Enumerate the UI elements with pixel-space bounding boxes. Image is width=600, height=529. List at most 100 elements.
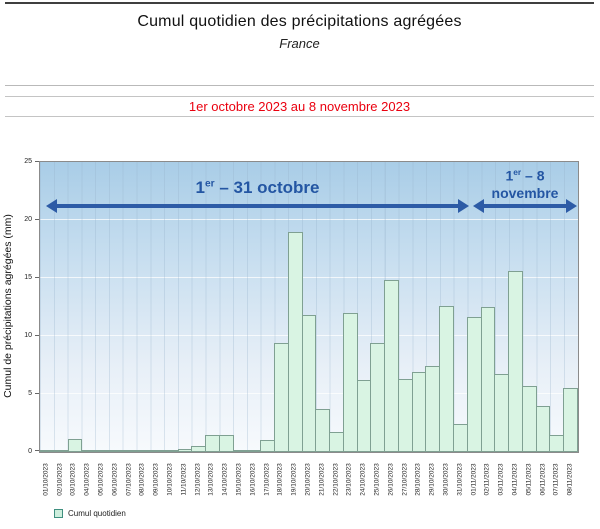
x-tick-label: 22/10/2023 [332, 463, 340, 496]
bar-02/10/2023 [53, 449, 69, 452]
x-tick-label: 02/11/2023 [483, 463, 491, 496]
bar-02/11/2023 [480, 307, 496, 452]
report-title: Cumul quotidien des précipitations agrég… [137, 13, 462, 30]
y-tick-label: 10 [24, 332, 32, 339]
bars-container [40, 162, 578, 452]
x-tick-label: 16/10/2023 [249, 463, 257, 496]
x-tick-label: 15/10/2023 [235, 463, 243, 496]
bar-05/11/2023 [521, 385, 537, 452]
arrow-right-head-icon [566, 199, 577, 213]
x-tick-label: 29/10/2023 [428, 463, 436, 496]
x-tick-label: 03/10/2023 [69, 463, 77, 496]
y-tick-label: 5 [28, 390, 32, 397]
legend: Cumul quotidien [54, 509, 126, 518]
bar-16/10/2023 [246, 449, 262, 452]
annotation-october-label: 1er – 31 octobre [195, 178, 320, 197]
bar-08/11/2023 [563, 388, 578, 452]
annotation-november-label: 1er – 8 novembre [491, 167, 559, 201]
bar-06/10/2023 [108, 450, 124, 452]
x-tick-label: 12/10/2023 [194, 463, 202, 496]
november-range-arrow [473, 199, 577, 213]
x-tick-label: 26/10/2023 [387, 463, 395, 496]
bar-07/10/2023 [122, 450, 138, 452]
annotation-november: 1er – 8 novembre [473, 162, 577, 214]
bar-26/10/2023 [384, 280, 399, 452]
report-header: Cumul quotidien des précipitations agrég… [5, 4, 594, 86]
bar-09/10/2023 [150, 450, 165, 452]
bar-13/10/2023 [205, 434, 220, 452]
bar-10/10/2023 [163, 450, 179, 452]
bar-17/10/2023 [260, 440, 276, 452]
x-tick-label: 11/10/2023 [180, 463, 188, 496]
bar-31/10/2023 [452, 424, 468, 452]
y-tick-mark [35, 393, 39, 394]
x-tick-label: 03/11/2023 [497, 463, 505, 496]
x-tick-label: 28/10/2023 [414, 463, 422, 496]
y-tick-label: 15 [24, 274, 32, 281]
bar-28/10/2023 [411, 371, 427, 452]
x-tick-label: 23/10/2023 [345, 463, 353, 496]
bar-29/10/2023 [425, 366, 441, 452]
x-tick-label: 06/10/2023 [111, 463, 119, 496]
bar-05/10/2023 [95, 450, 110, 452]
x-tick-label: 14/10/2023 [221, 463, 229, 496]
legend-label: Cumul quotidien [68, 509, 126, 518]
bar-04/11/2023 [508, 271, 523, 452]
y-tick-mark [35, 450, 39, 451]
x-tick-label: 10/10/2023 [166, 463, 174, 496]
y-tick-mark [35, 335, 39, 336]
y-tick-mark [35, 277, 39, 278]
x-tick-label: 07/10/2023 [125, 463, 133, 496]
x-tick-label: 09/10/2023 [152, 463, 160, 496]
bar-01/11/2023 [466, 317, 482, 452]
bar-15/10/2023 [232, 450, 248, 452]
bar-11/10/2023 [177, 448, 193, 452]
plot-area: 1er – 31 octobre 1er – 8 novembre [39, 161, 579, 453]
report-subtitle: France [279, 36, 320, 51]
x-tick-label: 18/10/2023 [276, 463, 284, 496]
y-tick-label: 25 [24, 158, 32, 165]
bar-03/11/2023 [494, 374, 510, 452]
bar-03/10/2023 [67, 439, 83, 452]
arrow-shaft [55, 204, 460, 208]
bar-25/10/2023 [370, 342, 386, 452]
x-tick-label: 08/11/2023 [566, 463, 574, 496]
x-axis-labels: 01/10/2023 02/10/2023 03/10/2023 04/10/2023… [39, 455, 577, 507]
x-tick-label: 07/11/2023 [552, 463, 560, 496]
x-tick-label: 31/10/2023 [456, 463, 464, 496]
top-rule [5, 2, 594, 4]
bar-22/10/2023 [329, 432, 344, 452]
y-tick-label: 0 [28, 448, 32, 455]
bar-23/10/2023 [342, 312, 358, 452]
bar-19/10/2023 [287, 231, 303, 452]
arrow-left-head-icon [473, 199, 484, 213]
y-tick-mark [35, 161, 39, 162]
october-range-arrow [46, 199, 469, 213]
bar-01/10/2023 [40, 450, 55, 452]
y-tick-label: 20 [24, 216, 32, 223]
x-tick-label: 20/10/2023 [304, 463, 312, 496]
x-tick-label: 01/10/2023 [42, 463, 50, 496]
x-tick-label: 01/11/2023 [470, 463, 478, 496]
bar-27/10/2023 [397, 378, 413, 452]
x-tick-label: 08/10/2023 [138, 463, 146, 496]
x-tick-label: 02/10/2023 [56, 463, 64, 496]
period-banner: 1er octobre 2023 au 8 novembre 2023 [5, 96, 594, 117]
y-tick-mark [35, 219, 39, 220]
x-tick-label: 19/10/2023 [290, 463, 298, 496]
bar-20/10/2023 [301, 315, 317, 452]
bar-08/10/2023 [136, 450, 152, 452]
x-tick-label: 05/11/2023 [525, 463, 533, 496]
y-axis-ticks: 0 5 10 15 20 25 [0, 158, 39, 455]
legend-swatch-icon [54, 509, 63, 518]
x-tick-label: 25/10/2023 [373, 463, 381, 496]
arrow-right-head-icon [458, 199, 469, 213]
bar-04/10/2023 [81, 450, 97, 452]
bar-14/10/2023 [218, 434, 234, 452]
arrow-left-head-icon [46, 199, 57, 213]
x-tick-label: 21/10/2023 [318, 463, 326, 496]
bar-06/11/2023 [535, 405, 551, 452]
bar-12/10/2023 [191, 446, 207, 452]
x-tick-label: 04/11/2023 [511, 463, 519, 496]
bar-30/10/2023 [439, 305, 454, 452]
